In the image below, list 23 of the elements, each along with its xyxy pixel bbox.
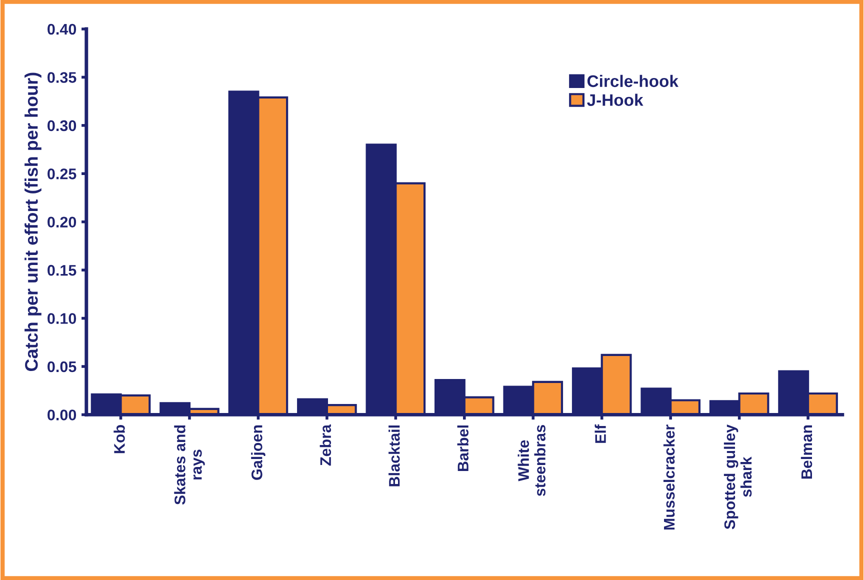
y-tick-label: 0.05	[48, 361, 76, 372]
x-tick-label: Galjoen	[251, 425, 266, 480]
y-tick-label: 0.35	[48, 72, 76, 83]
y-tick-label: 0.10	[48, 313, 76, 324]
x-tick-label: Musselcracker	[663, 424, 675, 530]
x-tick-label: Barbel	[457, 426, 468, 471]
x-tick-label: Elf	[594, 424, 606, 443]
y-tick-label: 0.30	[48, 120, 76, 132]
y-axis-title: Catch per unit effort (fish per hour)	[24, 72, 42, 372]
x-tick-label: White steenbras	[518, 425, 546, 496]
x-tick-label: Belman	[800, 425, 812, 479]
legend-label: Circle-hook	[587, 74, 678, 88]
x-tick-label: Zebra	[320, 424, 332, 466]
y-tick-label: 0.20	[48, 216, 76, 228]
x-tick-label: Spotted gulley shark	[724, 424, 752, 530]
y-tick-label: 0.40	[48, 24, 76, 35]
y-tick-label: 0.00	[48, 410, 76, 420]
x-tick-label: Kob	[114, 425, 125, 454]
x-tick-label: Blacktail	[388, 426, 400, 486]
legend-label: J-Hook	[587, 94, 644, 106]
y-tick-label: 0.15	[48, 264, 76, 276]
y-tick-label: 0.25	[48, 168, 76, 180]
x-tick-label: Skates and rays	[174, 425, 205, 505]
